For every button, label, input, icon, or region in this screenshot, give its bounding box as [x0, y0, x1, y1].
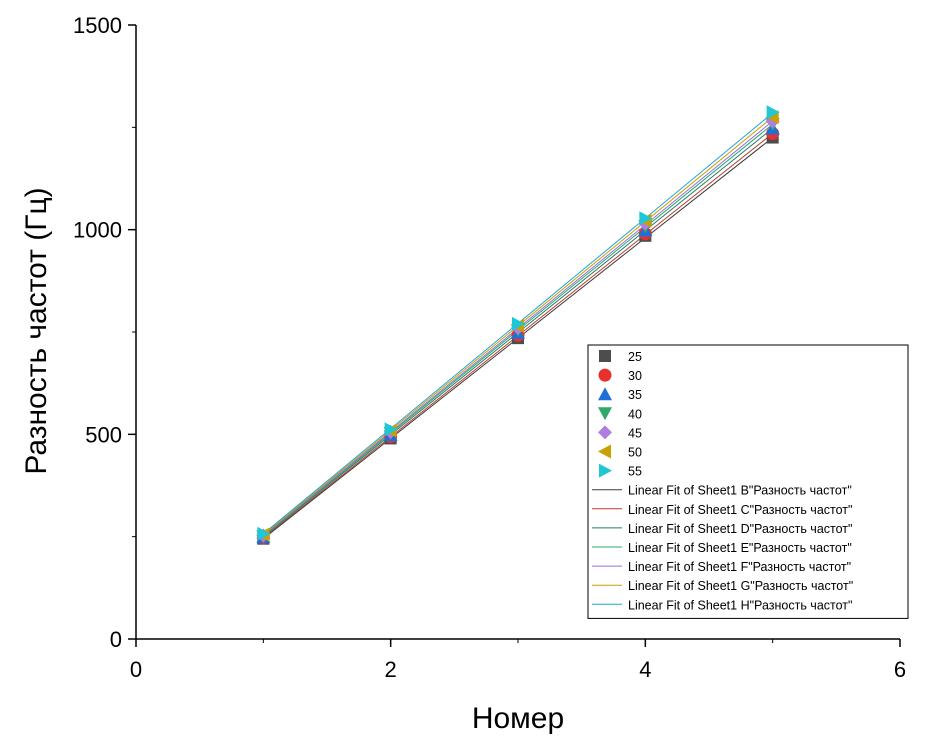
legend-label: Linear Fit of Sheet1 F"Разность частот"	[628, 560, 851, 574]
legend-label: Linear Fit of Sheet1 B"Разность частот"	[628, 484, 852, 498]
data-point	[639, 211, 653, 226]
legend: 25 30 35 40 45 50 55 Linear Fit of Sheet1 B"Раз…	[587, 344, 909, 619]
legend-marker	[598, 407, 612, 421]
legend-label: 30	[628, 369, 642, 383]
y-tick-label: 500	[85, 422, 122, 447]
legend-marker	[598, 425, 612, 440]
axes: 0 2 4 6 0 500 1000 1500	[73, 13, 906, 682]
legend-label: Linear Fit of Sheet1 D"Разность частот"	[628, 522, 852, 536]
legend-marker	[599, 350, 611, 362]
legend-marker	[598, 444, 611, 459]
legend-entry: 30	[598, 368, 642, 383]
legend-entry: Linear Fit of Sheet1 D"Разность частот"	[592, 522, 852, 536]
y-tick-label: 0	[110, 627, 122, 652]
x-tick-label: 0	[130, 657, 142, 682]
legend-label: Linear Fit of Sheet1 E"Разность частот"	[628, 541, 852, 555]
legend-entry: Linear Fit of Sheet1 H"Разность частот"	[592, 598, 852, 612]
x-tick-label: 2	[385, 657, 397, 682]
legend-label: Linear Fit of Sheet1 H"Разность частот"	[628, 598, 852, 612]
legend-label: 55	[628, 465, 642, 479]
data-point	[384, 422, 398, 437]
legend-marker	[599, 463, 612, 478]
legend-entry: 40	[598, 407, 642, 421]
legend-entry: Linear Fit of Sheet1 F"Разность частот"	[592, 560, 851, 574]
legend-label: Linear Fit of Sheet1 G"Разность частот"	[628, 579, 853, 593]
legend-entry: 25	[599, 350, 642, 364]
legend-marker	[598, 368, 612, 382]
data-points	[256, 105, 780, 545]
legend-marker	[598, 387, 612, 401]
legend-label: 45	[628, 426, 642, 440]
legend-entry: Linear Fit of Sheet1 B"Разность частот"	[592, 484, 852, 498]
y-tick-label: 1000	[73, 218, 122, 243]
legend-entry: Linear Fit of Sheet1 G"Разность частот"	[592, 579, 853, 593]
legend-label: 50	[628, 446, 642, 460]
legend-entry: Linear Fit of Sheet1 E"Разность частот"	[592, 541, 852, 555]
legend-entry: 50	[598, 444, 642, 460]
legend-label: 35	[628, 388, 642, 402]
legend-label: 25	[628, 350, 642, 364]
y-tick-label: 1500	[73, 13, 122, 38]
legend-entry: 45	[598, 425, 642, 440]
legend-box	[587, 344, 909, 619]
legend-label: Linear Fit of Sheet1 C"Разность частот"	[628, 503, 852, 517]
legend-entry: 35	[598, 387, 642, 402]
legend-entry: 55	[599, 463, 642, 479]
legend-label: 40	[628, 407, 642, 421]
series-55	[257, 105, 780, 541]
x-tick-label: 6	[894, 657, 906, 682]
legend-entry: Linear Fit of Sheet1 C"Разность частот"	[592, 503, 852, 517]
x-axis-title: Номер	[472, 702, 564, 735]
x-tick-label: 4	[639, 657, 651, 682]
data-point	[257, 526, 271, 541]
data-point	[512, 316, 525, 331]
y-axis-title: Разность частот (Гц)	[20, 187, 53, 474]
data-point	[766, 105, 780, 120]
